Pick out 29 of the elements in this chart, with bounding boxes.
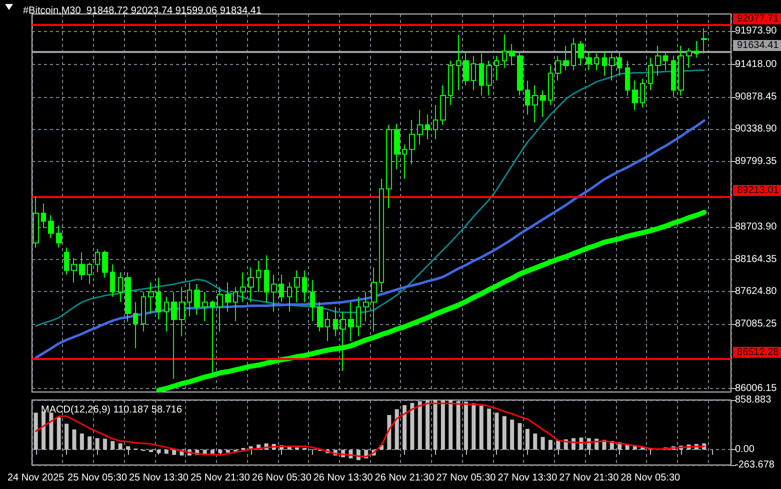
x-tick-label: 27 Nov 05:30 xyxy=(436,472,496,484)
y-tick-label: 87624.80 xyxy=(735,286,778,298)
y-tick-label: 87085.25 xyxy=(735,318,778,330)
ref-line-label: 91634.41 xyxy=(737,40,780,51)
y-tick-label: 91973.90 xyxy=(735,26,778,37)
x-tick-label: 24 Nov 2025 xyxy=(7,472,65,484)
ref-line-label: 86512.28 xyxy=(737,346,780,358)
x-tick-label: 26 Nov 13:30 xyxy=(313,472,374,484)
y-tick-label: 858.883 xyxy=(735,394,772,406)
x-tick-label: 25 Nov 21:30 xyxy=(190,472,250,484)
y-tick-label: 89799.35 xyxy=(735,156,778,167)
y-tick-label: 91418.00 xyxy=(735,58,778,70)
x-tick-label: 27 Nov 21:30 xyxy=(559,472,620,484)
x-tick-label: 25 Nov 13:30 xyxy=(128,472,189,484)
x-tick-label: 25 Nov 05:30 xyxy=(68,472,128,484)
y-tick-label: 86006.15 xyxy=(735,383,778,394)
y-tick-label: -263.678 xyxy=(735,460,775,470)
ref-line-label: 89213.01 xyxy=(737,185,780,196)
x-tick-label: 28 Nov 05:30 xyxy=(620,472,681,484)
chart-title: MACD(12,26,9) 110.187 58.716 xyxy=(41,404,182,416)
y-tick-label: 88703.90 xyxy=(735,222,778,233)
ref-line-label: 92077.71 xyxy=(737,13,780,24)
x-tick-label: 26 Nov 05:30 xyxy=(252,472,312,484)
y-tick-label: 90338.90 xyxy=(735,124,778,135)
y-tick-label: 88164.35 xyxy=(735,254,778,265)
y-tick-label: 90878.45 xyxy=(735,91,778,102)
y-tick-label: 0.00 xyxy=(735,444,755,456)
x-tick-label: 27 Nov 13:30 xyxy=(498,472,558,484)
x-tick-label: 26 Nov 21:30 xyxy=(374,472,435,484)
